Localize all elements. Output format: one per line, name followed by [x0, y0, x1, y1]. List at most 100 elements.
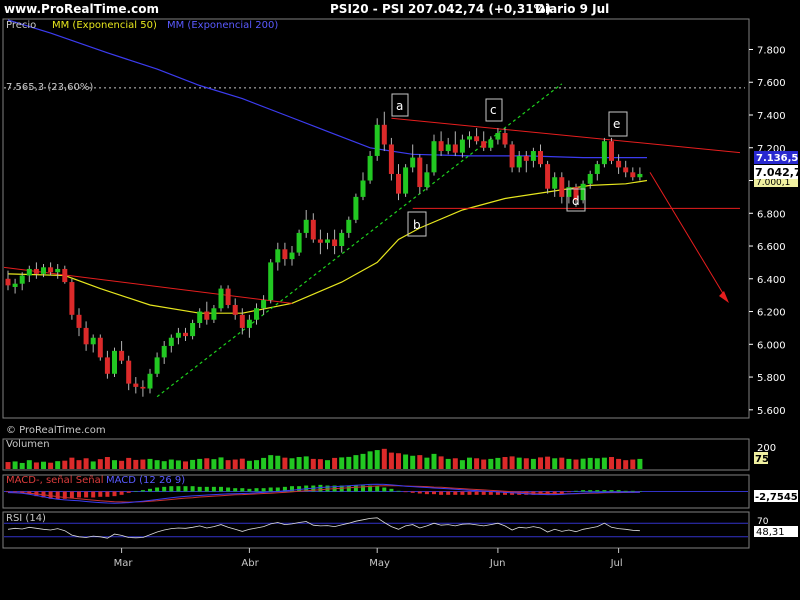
macd-histogram-bar [176, 486, 181, 492]
macd-histogram-bar [91, 491, 96, 498]
candle-down [474, 136, 480, 142]
volume-bar [374, 450, 380, 469]
macd-histogram-bar [581, 490, 586, 492]
macd-histogram-bar [247, 488, 252, 492]
volume-bar [5, 462, 11, 469]
volume-bar [609, 457, 614, 469]
volume-bar [403, 454, 409, 469]
macd-histogram-bar [119, 491, 124, 495]
volume-bar [623, 460, 629, 469]
macd-histogram-bar [219, 486, 223, 492]
volume-bar [211, 459, 217, 469]
candle-down [62, 268, 68, 283]
target-arrow-head [719, 291, 729, 303]
macd-histogram-bar [630, 490, 635, 492]
candle-up [459, 139, 465, 153]
macd-histogram-bar [559, 491, 564, 494]
macd-histogram-bar [162, 486, 167, 492]
site-name[interactable]: www.ProRealTime.com [4, 2, 159, 16]
volume-bar [573, 459, 579, 469]
macd-histogram-bar [211, 486, 216, 492]
macd-histogram-bar [609, 490, 614, 492]
macd-signal-line [7, 485, 640, 503]
macd-histogram-bar [432, 491, 436, 495]
volume-bar [83, 458, 89, 469]
month-label: Abr [241, 558, 259, 569]
rsi-line [7, 517, 640, 539]
volume-bar [126, 457, 132, 469]
volume-bar [552, 458, 558, 469]
macd-histogram-bar [55, 491, 60, 500]
macd-histogram-bar [566, 491, 571, 493]
volume-bar [296, 457, 302, 469]
volume-bar [303, 456, 309, 469]
volume-bar [317, 459, 323, 469]
chart-title: PSI20 - PSI 20 [330, 2, 425, 16]
macd-histogram-bar [417, 491, 422, 494]
volume-bar [12, 461, 18, 469]
macd-histogram-bar [588, 490, 593, 492]
volume-bar [268, 455, 274, 469]
macd-histogram-bar [361, 485, 365, 492]
volume-bar [360, 453, 366, 469]
volume-bar [310, 458, 316, 469]
volume-bar [488, 458, 494, 469]
svg-text:d: d [572, 194, 580, 208]
volume-bar [225, 460, 231, 469]
candle-up [410, 157, 416, 168]
svg-text:e: e [613, 117, 620, 131]
volume-bar [232, 459, 238, 469]
volume-bar [538, 457, 543, 469]
candle-up [601, 141, 607, 165]
price-tick-label: 7.600 [757, 78, 786, 89]
macd-histogram-bar [254, 488, 259, 492]
volume-bar [509, 456, 515, 469]
month-label: Jul [610, 558, 623, 569]
macd-legend: MACD (12 26 9) [106, 475, 185, 486]
volume-bar [346, 456, 352, 469]
candle-down [502, 133, 508, 145]
candle-down [559, 177, 565, 197]
macd-histogram-bar [112, 491, 117, 497]
macd-histogram-bar [204, 486, 209, 492]
macd-histogram-bar [623, 490, 628, 492]
candle-down [239, 314, 245, 328]
candle-up [147, 373, 153, 389]
volume-bar [246, 460, 252, 469]
candle-up [552, 177, 558, 189]
price-tick-label: 7.400 [757, 111, 786, 122]
volume-bar [594, 458, 600, 469]
volume-bar [616, 458, 622, 469]
volume-bar [133, 459, 139, 469]
svg-text:a: a [396, 99, 403, 113]
panel-frame-3 [2, 511, 750, 549]
macd-histogram-bar [190, 486, 195, 492]
wave-label-c: c [485, 98, 503, 122]
legend-ema200: MM (Exponencial 200) [167, 20, 278, 31]
panel-frame-2 [2, 474, 750, 509]
volume-bar [147, 458, 153, 469]
volume-bar [580, 458, 586, 469]
volume-bar [587, 457, 593, 469]
macd-histogram-bar [396, 490, 401, 492]
volume-bar [452, 458, 458, 469]
candle-up [175, 332, 181, 338]
candle-down [623, 167, 629, 173]
candle-up [353, 196, 359, 220]
macd-histogram-bar [275, 487, 280, 492]
macd-label: MACD-, señal Señal [6, 475, 103, 486]
macd-histogram-bar [126, 491, 131, 493]
downtrend-line [3, 266, 293, 304]
candle-down [97, 337, 103, 358]
volume-bar [637, 458, 643, 469]
ema50-value: 7.000,1 [756, 178, 790, 188]
candle-down [119, 350, 125, 361]
volume-bar [161, 461, 167, 469]
candle-up [190, 323, 196, 337]
candle-up [168, 337, 174, 346]
volume-bar [76, 460, 82, 469]
macd-histogram-bar [98, 491, 103, 497]
candle-up [218, 288, 224, 309]
candle-down [609, 141, 614, 161]
